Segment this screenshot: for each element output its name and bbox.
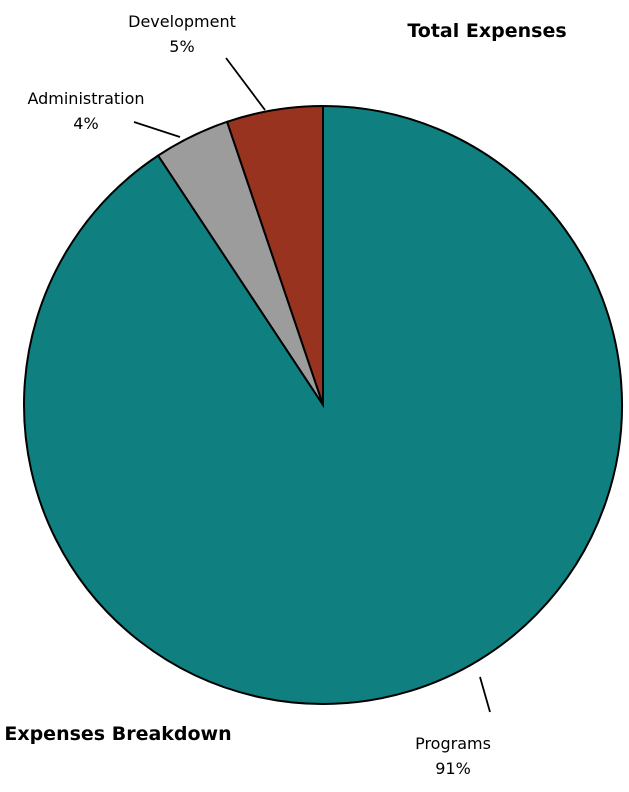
slice-percent-programs: 91% <box>435 759 471 778</box>
slice-percent-administration: 4% <box>73 114 98 133</box>
pie-slice-programs <box>23 104 623 705</box>
leader-line-programs <box>479 676 491 713</box>
slice-label-programs: Programs <box>415 734 491 753</box>
leader-line-administration <box>133 121 181 138</box>
slice-percent-development: 5% <box>169 37 194 56</box>
slice-label-administration: Administration <box>27 89 144 108</box>
leader-line-development <box>225 57 266 111</box>
chart-title: Total Expenses <box>407 20 566 42</box>
chart-footer-title: Expenses Breakdown <box>4 723 231 745</box>
slice-label-development: Development <box>128 12 236 31</box>
